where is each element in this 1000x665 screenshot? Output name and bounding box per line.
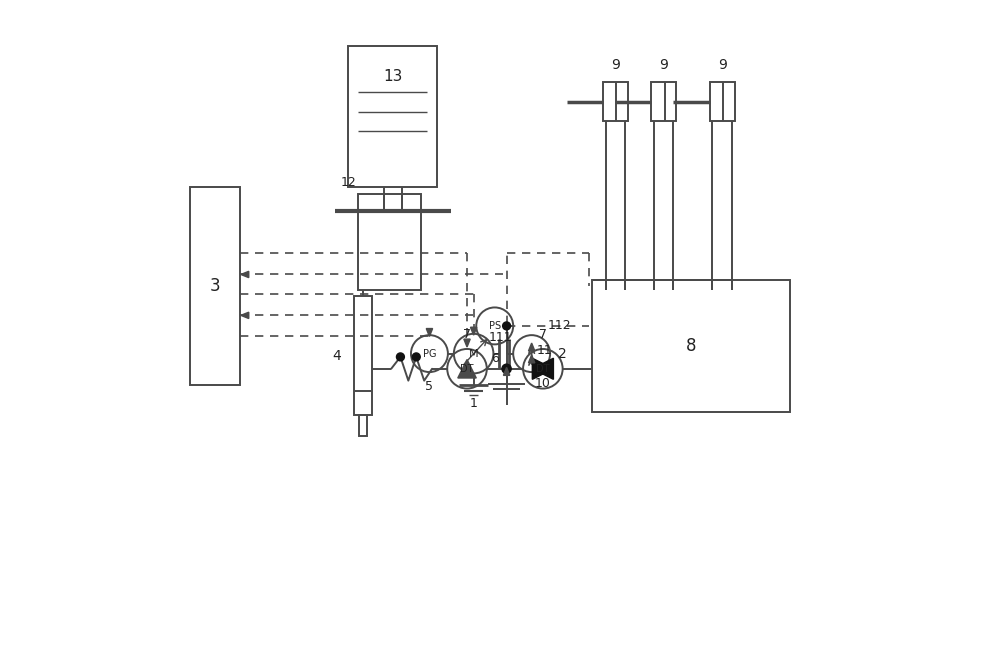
Bar [354, 296, 372, 415]
Text: 12: 12 [340, 176, 356, 189]
Text: 112: 112 [548, 319, 571, 332]
Text: PS: PS [489, 321, 501, 331]
Text: 4: 4 [333, 348, 341, 362]
Bar [358, 194, 421, 290]
Bar [592, 280, 790, 412]
Polygon shape [503, 368, 510, 375]
Bar [603, 82, 628, 122]
Text: 111: 111 [488, 331, 512, 344]
Text: 8: 8 [686, 336, 696, 354]
Polygon shape [528, 343, 535, 351]
Bar [710, 82, 735, 122]
Circle shape [503, 322, 511, 330]
Text: 13: 13 [383, 69, 403, 84]
Bar [651, 82, 676, 122]
Text: PG: PG [423, 348, 436, 358]
Text: 6: 6 [491, 352, 499, 365]
Text: 3: 3 [209, 277, 220, 295]
Polygon shape [241, 271, 249, 277]
Polygon shape [470, 327, 477, 335]
Text: 5: 5 [425, 380, 433, 393]
Text: DT: DT [460, 364, 474, 374]
Text: 7: 7 [463, 328, 471, 341]
Bar [359, 415, 367, 436]
Text: 10: 10 [534, 378, 550, 390]
Text: 11: 11 [536, 344, 552, 358]
Text: 9: 9 [718, 59, 727, 72]
Text: 7: 7 [539, 328, 547, 341]
Polygon shape [426, 329, 433, 336]
Polygon shape [528, 355, 535, 363]
Text: M: M [469, 348, 478, 358]
Bar [190, 188, 240, 385]
Text: 2: 2 [558, 346, 566, 360]
Bar [348, 46, 437, 188]
Text: 1: 1 [470, 397, 478, 410]
Circle shape [502, 364, 511, 373]
Circle shape [396, 353, 404, 361]
Polygon shape [458, 360, 476, 378]
Polygon shape [241, 312, 249, 319]
Polygon shape [464, 339, 470, 347]
Text: DT: DT [536, 364, 550, 374]
Text: 9: 9 [611, 59, 620, 72]
Circle shape [412, 353, 420, 361]
Polygon shape [532, 358, 553, 379]
Polygon shape [532, 358, 553, 379]
Text: 9: 9 [659, 59, 668, 72]
